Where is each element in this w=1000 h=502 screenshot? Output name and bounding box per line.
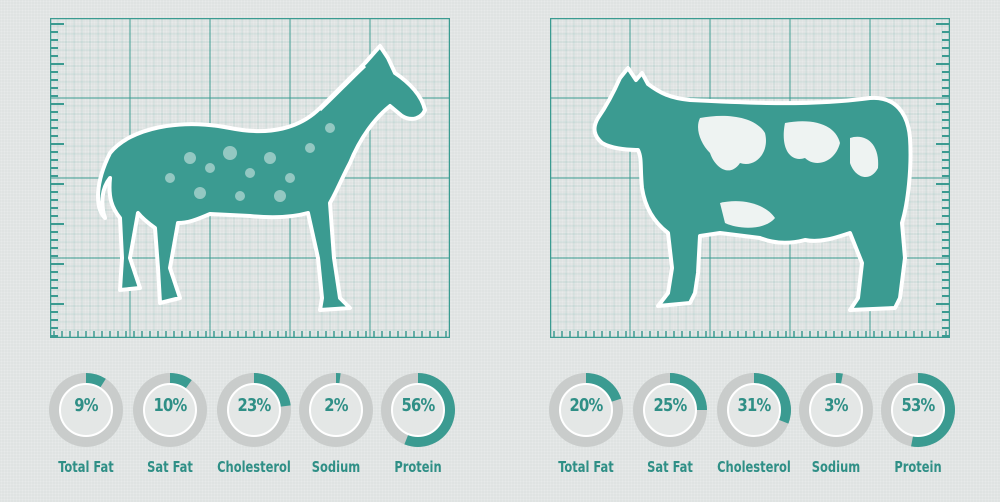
donut-hole: [309, 383, 363, 437]
donut-value-label: 53%: [901, 395, 936, 416]
donut-sat-fat: 25% Sat Fat: [632, 372, 708, 476]
donut-category-label: Total Fat: [58, 458, 114, 476]
donut-category-label: Cholesterol: [717, 458, 791, 476]
cow-donut-row: 20% Total Fat 25% Sat Fat 31% Cholestero…: [548, 372, 958, 482]
donut-hole: [891, 383, 945, 437]
donut-category-label: Protein: [394, 458, 442, 476]
donut-ring: [217, 373, 291, 447]
donut-value-label: 25%: [653, 395, 688, 416]
donut-hole: [809, 383, 863, 437]
donut-value-label: 23%: [237, 395, 272, 416]
donut-ring: [881, 373, 955, 447]
donut-value-label: 2%: [324, 395, 348, 416]
donut-category-label: Sodium: [811, 458, 861, 476]
cow-icon: [592, 66, 913, 312]
donut-hole: [727, 383, 781, 437]
donut-total-fat: 9% Total Fat: [48, 372, 124, 476]
horse-donut-row: 9% Total Fat 10% Sat Fat 23% Cholesterol…: [48, 372, 458, 482]
donut-category-label: Total Fat: [558, 458, 614, 476]
donut-ring: [799, 373, 873, 447]
donut-protein: 53% Protein: [880, 372, 956, 476]
donut-ring: [633, 373, 707, 447]
donut-hole: [59, 383, 113, 437]
donut-cholesterol: 23% Cholesterol: [216, 372, 292, 476]
donut-ring: [549, 373, 623, 447]
donut-category-label: Sodium: [311, 458, 361, 476]
donut-category-label: Cholesterol: [217, 458, 291, 476]
donut-value-label: 3%: [824, 395, 848, 416]
donut-ring: [299, 373, 373, 447]
donut-hole: [391, 383, 445, 437]
donut-sat-fat: 10% Sat Fat: [132, 372, 208, 476]
donut-category-label: Sat Fat: [647, 458, 693, 476]
donut-category-label: Protein: [894, 458, 942, 476]
donut-value-label: 9%: [74, 395, 98, 416]
donut-value-label: 10%: [153, 395, 188, 416]
donut-value-label: 56%: [401, 395, 436, 416]
donut-sodium: 2% Sodium: [298, 372, 374, 476]
horse-icon: [96, 44, 427, 312]
donut-hole: [643, 383, 697, 437]
donut-cholesterol: 31% Cholesterol: [716, 372, 792, 476]
donut-ring: [717, 373, 791, 447]
donut-protein: 56% Protein: [380, 372, 456, 476]
cow-panel: [550, 18, 950, 338]
donut-hole: [143, 383, 197, 437]
donut-hole: [559, 383, 613, 437]
donut-category-label: Sat Fat: [147, 458, 193, 476]
donut-sodium: 3% Sodium: [798, 372, 874, 476]
donut-hole: [227, 383, 281, 437]
donut-ring: [381, 373, 455, 447]
donut-ring: [49, 373, 123, 447]
donut-value-label: 20%: [569, 395, 604, 416]
horse-panel: [50, 18, 450, 338]
donut-value-label: 31%: [737, 395, 772, 416]
donut-ring: [133, 373, 207, 447]
donut-total-fat: 20% Total Fat: [548, 372, 624, 476]
